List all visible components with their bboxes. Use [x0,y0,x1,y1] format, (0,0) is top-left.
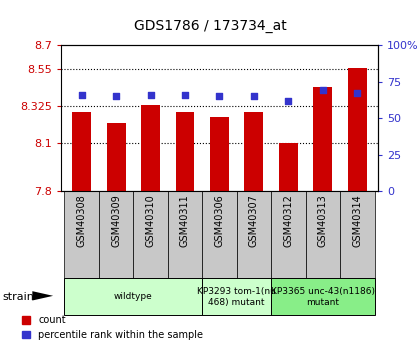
Text: GSM40312: GSM40312 [284,194,294,247]
Text: GSM40314: GSM40314 [352,194,362,247]
Text: KP3293 tom-1(nu
468) mutant: KP3293 tom-1(nu 468) mutant [197,287,276,307]
Point [320,88,326,93]
Point [113,93,119,99]
Bar [176,112,194,191]
Text: GSM40311: GSM40311 [180,194,190,247]
Bar [141,105,160,191]
Point [147,92,154,97]
FancyBboxPatch shape [133,191,168,278]
Text: GSM40308: GSM40308 [76,194,87,247]
FancyBboxPatch shape [64,278,202,315]
FancyBboxPatch shape [340,191,375,278]
Text: GSM40309: GSM40309 [111,194,121,247]
Bar [210,117,229,191]
FancyBboxPatch shape [64,191,99,278]
FancyBboxPatch shape [306,191,340,278]
Point [354,90,361,96]
Bar [313,87,332,191]
Bar [107,123,126,191]
Point [78,92,85,97]
Text: GSM40307: GSM40307 [249,194,259,247]
FancyBboxPatch shape [271,191,306,278]
Legend: count, percentile rank within the sample: count, percentile rank within the sample [22,315,203,340]
Text: strain: strain [2,293,34,302]
Point [181,92,188,97]
Point [216,93,223,99]
Polygon shape [32,291,53,300]
FancyBboxPatch shape [237,191,271,278]
Bar [72,112,91,191]
Text: KP3365 unc-43(n1186)
mutant: KP3365 unc-43(n1186) mutant [271,287,375,307]
Text: GSM40306: GSM40306 [215,194,224,247]
FancyBboxPatch shape [271,278,375,315]
FancyBboxPatch shape [202,191,237,278]
Text: GSM40310: GSM40310 [145,194,155,247]
Bar [348,68,367,191]
FancyBboxPatch shape [168,191,202,278]
Point [285,98,292,104]
Text: GSM40313: GSM40313 [318,194,328,247]
FancyBboxPatch shape [99,191,133,278]
Point [251,93,257,99]
Text: wildtype: wildtype [114,292,152,301]
Text: GDS1786 / 173734_at: GDS1786 / 173734_at [134,19,286,33]
Bar [279,144,298,191]
Bar [244,112,263,191]
FancyBboxPatch shape [202,278,271,315]
